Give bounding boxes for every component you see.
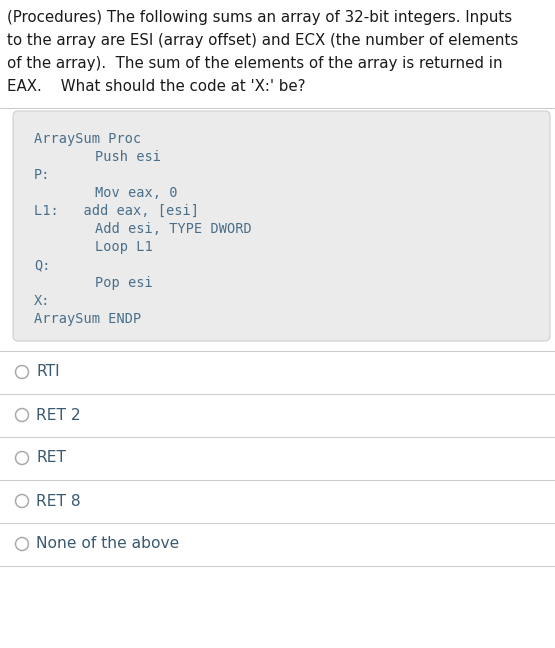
Text: ArraySum ENDP: ArraySum ENDP	[34, 312, 142, 326]
Text: Q:: Q:	[34, 258, 51, 272]
Text: None of the above: None of the above	[37, 537, 180, 551]
Text: to the array are ESI (array offset) and ECX (the number of elements: to the array are ESI (array offset) and …	[7, 33, 518, 48]
Text: Push esi: Push esi	[95, 150, 161, 164]
Text: P:: P:	[34, 168, 51, 182]
Text: RTI: RTI	[37, 364, 60, 380]
Text: (Procedures) The following sums an array of 32-bit integers. Inputs: (Procedures) The following sums an array…	[7, 10, 512, 25]
Text: L1:   add eax, [esi]: L1: add eax, [esi]	[34, 204, 199, 218]
Text: of the array).  The sum of the elements of the array is returned in: of the array). The sum of the elements o…	[7, 56, 503, 71]
Text: Mov eax, 0: Mov eax, 0	[95, 186, 178, 200]
FancyBboxPatch shape	[13, 111, 550, 341]
Text: RET: RET	[37, 450, 67, 465]
Text: Loop L1: Loop L1	[95, 240, 153, 254]
Text: X:: X:	[34, 294, 51, 308]
Text: Add esi, TYPE DWORD: Add esi, TYPE DWORD	[95, 222, 252, 236]
Text: EAX.    What should the code at 'X:' be?: EAX. What should the code at 'X:' be?	[7, 79, 305, 94]
Text: RET 2: RET 2	[37, 408, 81, 422]
Text: Pop esi: Pop esi	[95, 276, 153, 290]
Text: ArraySum Proc: ArraySum Proc	[34, 132, 142, 146]
Text: RET 8: RET 8	[37, 494, 81, 509]
